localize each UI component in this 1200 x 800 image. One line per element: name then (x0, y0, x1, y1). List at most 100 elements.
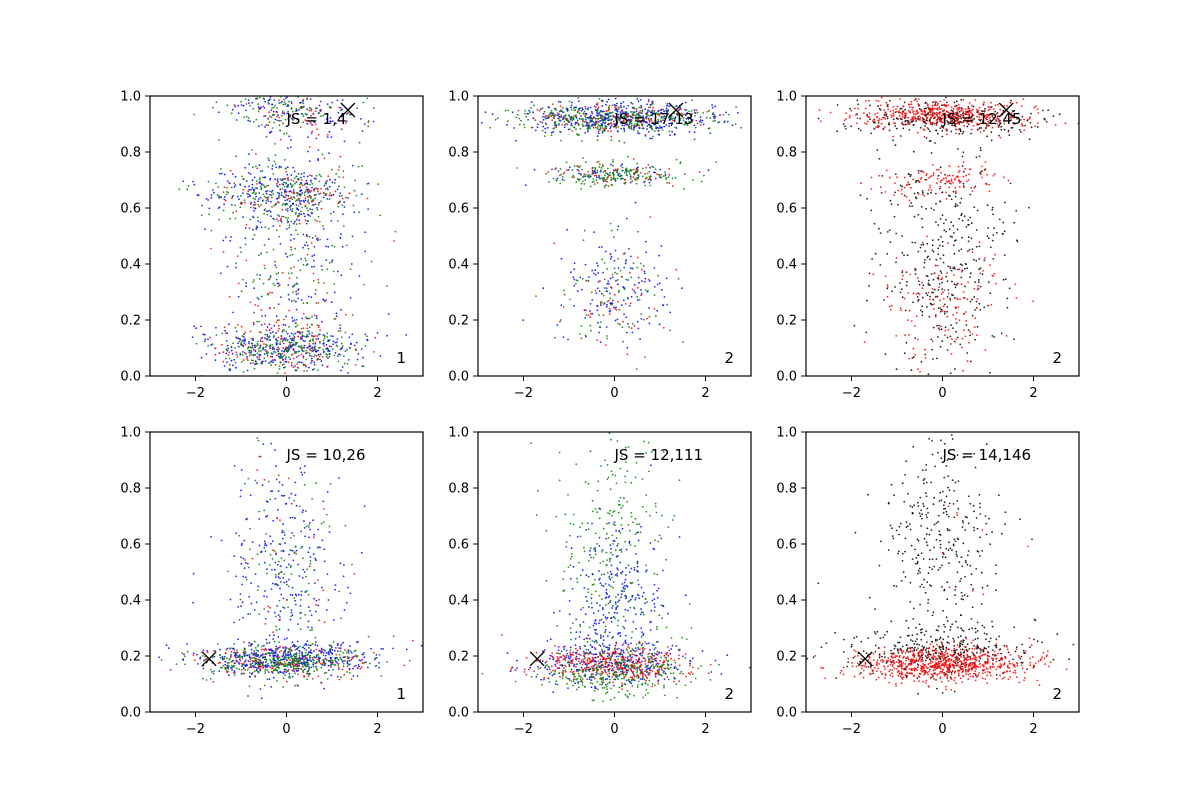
scatter-point-s3 (288, 326, 290, 328)
scatter-point-s2 (919, 116, 922, 119)
scatter-point-s2 (892, 105, 895, 108)
scatter-point-s1 (643, 280, 646, 283)
scatter-point-s1 (362, 356, 364, 359)
scatter-point-s2 (947, 242, 949, 245)
scatter-point-s1 (296, 640, 299, 643)
scatter-point-s2 (604, 344, 607, 346)
scatter-point-s1 (587, 122, 589, 124)
scatter-point-s2 (930, 110, 933, 112)
scatter-point-s1 (946, 336, 949, 339)
scatter-point-s3 (507, 109, 509, 112)
scatter-point-s1 (257, 200, 259, 203)
scatter-point-s2 (263, 115, 265, 118)
scatter-point-s1 (974, 281, 977, 283)
scatter-point-s3 (682, 117, 685, 119)
scatter-point-s2 (920, 113, 923, 115)
scatter-point-s1 (979, 267, 982, 270)
scatter-point-s2 (901, 278, 904, 281)
scatter-point-s3 (287, 272, 290, 275)
scatter-point-s3 (614, 169, 617, 172)
scatter-point-s2 (374, 336, 377, 339)
scatter-point-s1 (923, 107, 926, 110)
scatter-point-s3 (339, 324, 342, 326)
scatter-point-s2 (917, 98, 920, 100)
scatter-point-s3 (249, 218, 252, 221)
scatter-point-s1 (263, 353, 266, 355)
scatter-point-s3 (222, 209, 225, 212)
scatter-point-s3 (637, 178, 639, 180)
scatter-point-s1 (1030, 112, 1032, 115)
scatter-point-s3 (308, 106, 311, 109)
scatter-point-s2 (687, 116, 690, 119)
scatter-point-s1 (969, 216, 971, 219)
scatter-point-s2 (597, 130, 600, 133)
scatter-point-s3 (661, 129, 664, 131)
scatter-point-s3 (267, 101, 270, 104)
scatter-point-s3 (281, 188, 284, 190)
scatter-point-s2 (936, 120, 939, 123)
scatter-point-s2 (880, 118, 883, 121)
scatter-point-s2 (964, 108, 967, 111)
scatter-point-s1 (301, 652, 304, 655)
scatter-point-s2 (928, 298, 931, 301)
scatter-point-s3 (254, 198, 257, 201)
scatter-point-s1 (905, 284, 908, 287)
scatter-point-s2 (949, 120, 952, 123)
scatter-point-s2 (615, 126, 618, 129)
scatter-point-s1 (971, 248, 974, 251)
scatter-point-s2 (962, 369, 964, 372)
scatter-point-s2 (258, 205, 260, 208)
scatter-point-s3 (257, 358, 260, 360)
scatter-point-s1 (350, 343, 352, 345)
scatter-point-s1 (511, 111, 514, 114)
scatter-point-s3 (593, 183, 596, 186)
scatter-point-s3 (600, 169, 602, 172)
scatter-point-s2 (943, 99, 945, 101)
scatter-point-s3 (617, 126, 620, 128)
scatter-point-s3 (218, 218, 221, 221)
scatter-point-s1 (660, 108, 663, 111)
scatter-point-s1 (932, 239, 934, 242)
scatter-point-s1 (967, 123, 970, 126)
scatter-point-s1 (288, 135, 291, 138)
scatter-point-s1 (939, 270, 942, 273)
scatter-point-s2 (909, 119, 912, 121)
scatter-point-s2 (894, 122, 897, 125)
scatter-point-s1 (917, 280, 920, 283)
scatter-point-s1 (322, 196, 325, 199)
scatter-point-s1 (919, 309, 922, 312)
scatter-point-s1 (592, 123, 595, 126)
scatter-point-s1 (572, 276, 575, 279)
scatter-point-s1 (326, 198, 329, 200)
x-marker (998, 102, 1014, 118)
scatter-point-s3 (516, 167, 519, 169)
scatter-point-s3 (343, 355, 345, 358)
scatter-point-s1 (308, 160, 311, 163)
scatter-point-s2 (986, 118, 988, 121)
scatter-point-s2 (877, 100, 880, 103)
scatter-point-s2 (933, 303, 935, 306)
scatter-point-s1 (977, 287, 980, 290)
scatter-point-s3 (282, 215, 285, 218)
scatter-point-s1 (919, 126, 922, 129)
scatter-point-s1 (890, 203, 893, 206)
scatter-point-s3 (352, 204, 355, 207)
scatter-point-s3 (601, 132, 604, 134)
scatter-point-s2 (934, 100, 936, 103)
scatter-point-s1 (350, 652, 353, 654)
scatter-point-s3 (251, 149, 254, 151)
scatter-point-s1 (674, 133, 676, 136)
scatter-point-s1 (987, 237, 990, 240)
scatter-point-s2 (617, 168, 619, 171)
scatter-point-s1 (924, 102, 927, 104)
scatter-point-s3 (581, 123, 584, 126)
scatter-point-s3 (302, 121, 304, 124)
scatter-point-s3 (641, 175, 644, 178)
scatter-point-s3 (302, 363, 305, 366)
scatter-point-s2 (1034, 105, 1037, 108)
scatter-point-s3 (269, 344, 271, 347)
scatter-point-s2 (956, 298, 959, 300)
scatter-point-s1 (311, 212, 314, 215)
scatter-point-s3 (274, 260, 276, 263)
